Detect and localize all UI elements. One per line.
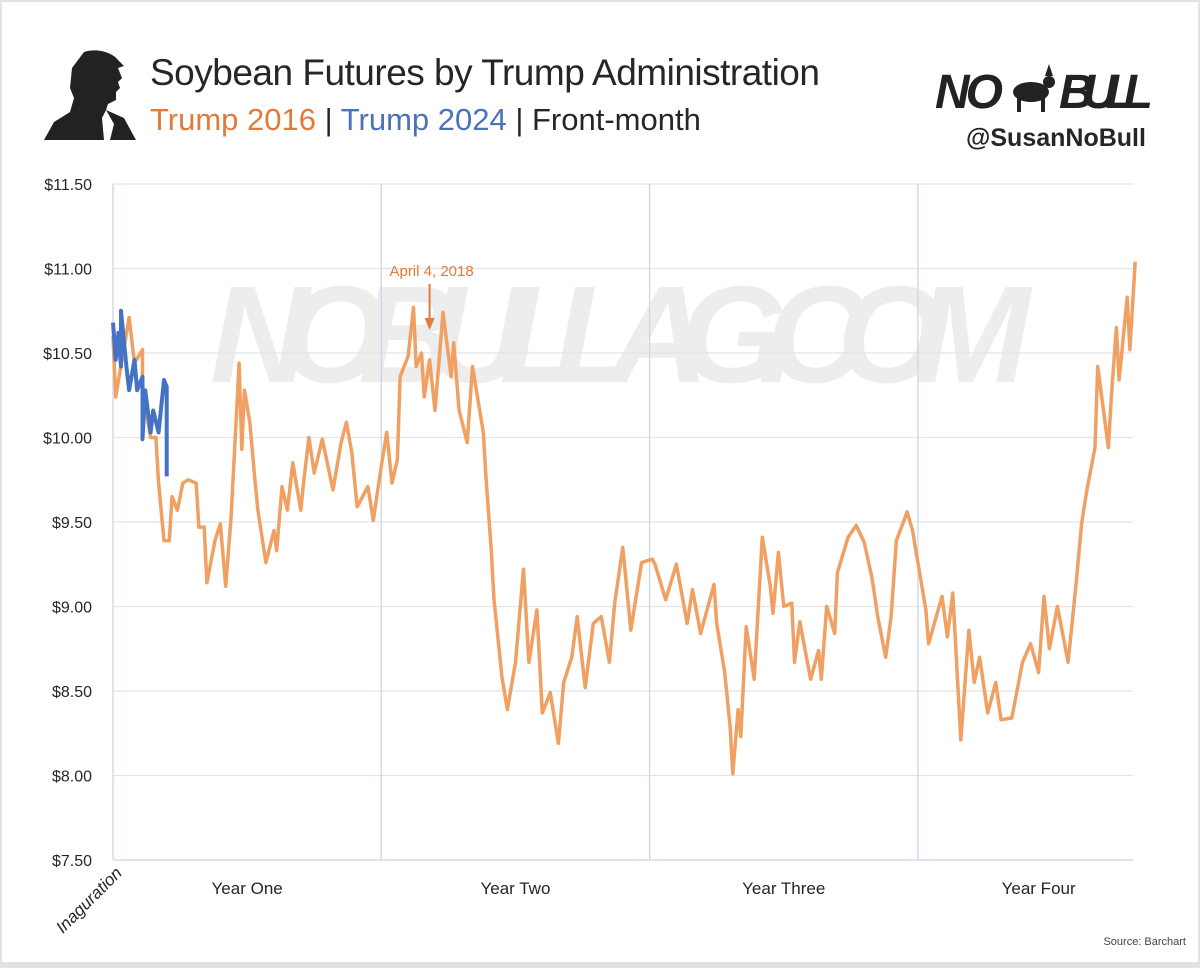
legend-trump-2016: Trump 2016 — [150, 102, 316, 137]
y-tick-label: $11.50 — [44, 177, 92, 194]
svg-text:NO: NO — [935, 66, 1003, 118]
x-category-label: Year Two — [480, 879, 550, 898]
y-tick-label: $8.00 — [52, 769, 92, 786]
y-tick-label: $9.00 — [52, 600, 92, 617]
y-tick-label: $10.00 — [43, 431, 92, 448]
x-category-label: Year Three — [742, 879, 825, 898]
x-category-label: Inaguration — [52, 863, 126, 937]
chart-subtitle: Trump 2016 | Trump 2024 | Front-month — [150, 102, 701, 138]
series-line-trump-2024 — [111, 308, 169, 477]
legend-separator: | — [316, 102, 341, 137]
x-category-label: Year Four — [1002, 879, 1076, 898]
y-tick-label: $11.00 — [44, 262, 92, 279]
annotation-label: April 4, 2018 — [389, 263, 473, 280]
y-tick-label: $7.50 — [52, 853, 92, 870]
legend-trump-2024: Trump 2024 — [340, 102, 507, 137]
chart-title: Soybean Futures by Trump Administration — [150, 52, 820, 93]
watermark: NOBULLAG.COM — [210, 258, 1033, 412]
y-tick-label: $10.50 — [43, 346, 92, 363]
svg-text:BULL: BULL — [1059, 66, 1153, 118]
twitter-handle: @SusanNoBull — [966, 124, 1146, 152]
y-tick-label: $8.50 — [52, 684, 92, 701]
y-tick-label: $9.50 — [52, 515, 92, 532]
source-note: Source: Barchart — [1103, 936, 1186, 948]
series-line-trump-2016 — [111, 261, 1137, 776]
x-category-label: Year One — [212, 879, 283, 898]
bull-icon — [1013, 64, 1055, 112]
nobull-logo: NO BULL — [935, 64, 1153, 118]
annotation-arrow-icon — [424, 318, 435, 330]
trump-silhouette — [44, 50, 136, 140]
legend-front-month: | Front-month — [506, 102, 701, 137]
